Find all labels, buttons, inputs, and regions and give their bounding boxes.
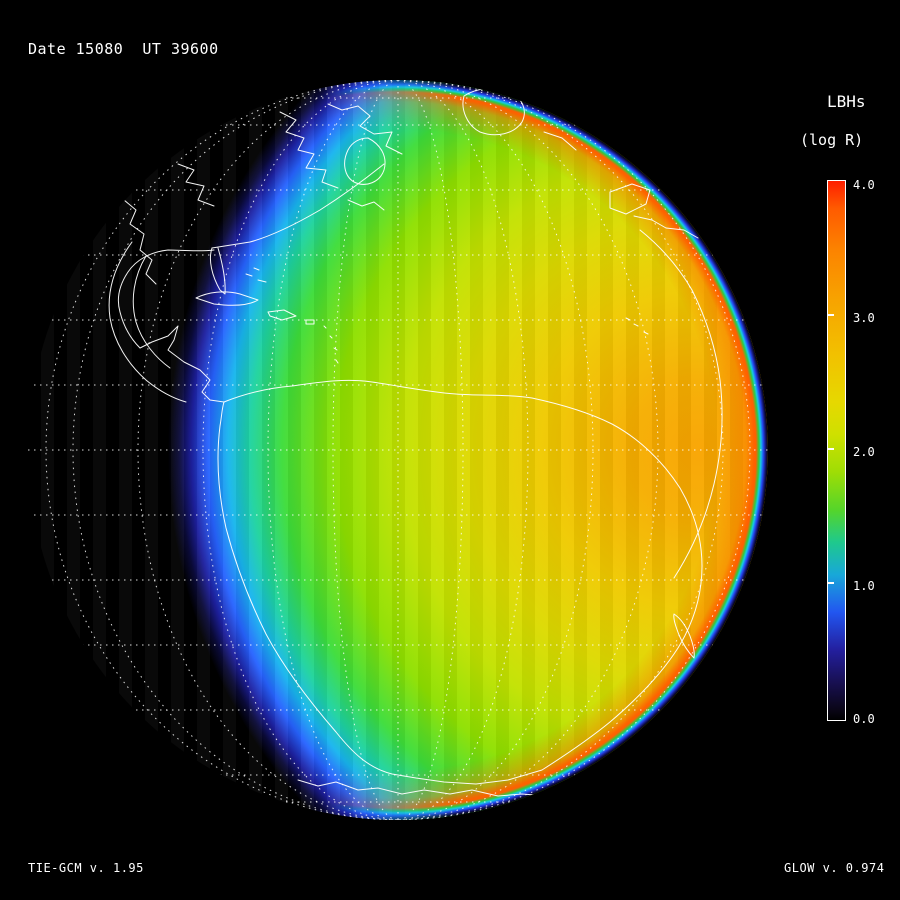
colorbar-tick-label: 0.0 xyxy=(853,712,875,726)
coast-greenland xyxy=(462,88,577,151)
colorbar-title: LBHs xyxy=(827,92,866,111)
coast-florida xyxy=(209,247,226,295)
coast-antilles-bahamas xyxy=(245,267,339,364)
colorbar-tick-label: 3.0 xyxy=(853,311,875,325)
graticule-grid xyxy=(28,80,768,820)
date-ut-label: Date 15080 UT 39600 xyxy=(28,40,219,58)
colorbar-tick-label: 1.0 xyxy=(853,579,875,593)
coast-us-west-night xyxy=(123,163,215,285)
coast-gulf-mexico-central-america xyxy=(117,249,225,403)
colorbar-subtitle: (log R) xyxy=(800,131,864,149)
globe-view xyxy=(28,80,768,820)
limb-brightening-ring xyxy=(318,80,768,820)
coast-canada-arctic xyxy=(279,103,403,189)
coastlines xyxy=(108,88,723,797)
colorbar-tick-label: 4.0 xyxy=(853,178,875,192)
colorbar-tick-label: 2.0 xyxy=(853,445,875,459)
colorbar xyxy=(827,180,846,721)
coast-south-america xyxy=(217,379,703,785)
coast-hudson-bay xyxy=(344,137,386,211)
colorbar-tick xyxy=(828,448,834,450)
colorbar-tick xyxy=(828,582,834,584)
coast-us-east xyxy=(211,163,385,249)
coast-west-africa xyxy=(625,229,723,579)
colorbar-tick xyxy=(828,314,834,316)
coast-hispaniola-pr xyxy=(267,309,315,325)
coast-antarctica xyxy=(297,779,629,797)
model-version-right: GLOW v. 0.974 xyxy=(784,861,885,875)
coast-iberia-mediterranean xyxy=(609,183,699,239)
coast-cuba xyxy=(195,291,259,306)
model-version-left: TIE-GCM v. 1.95 xyxy=(28,861,144,875)
coast-limb-island xyxy=(673,613,695,659)
coast-baja-mexico-west xyxy=(108,241,187,403)
